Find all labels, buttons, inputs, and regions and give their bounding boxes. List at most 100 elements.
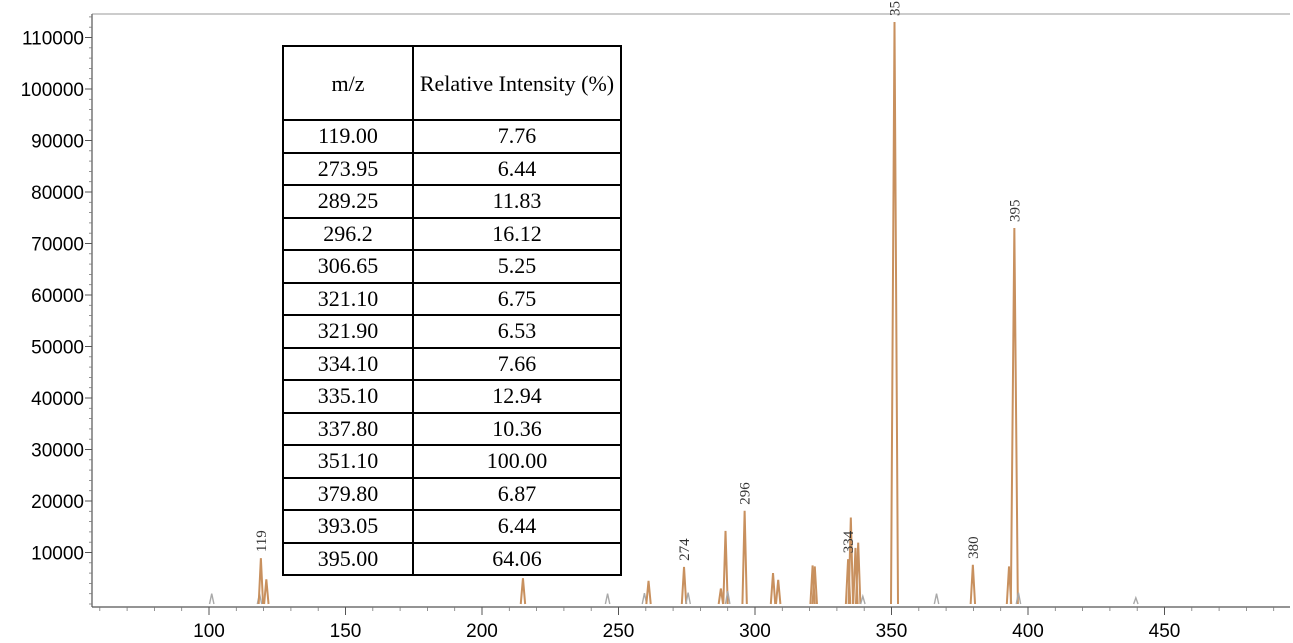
peak-label: 395 xyxy=(1007,200,1023,223)
x-tick-label: 300 xyxy=(739,621,771,642)
table-row: 335.10 12.94 xyxy=(282,379,622,414)
mz-cell: 337.80 xyxy=(282,411,414,446)
spectrum-peak xyxy=(1009,228,1019,605)
x-tick-label: 400 xyxy=(1012,621,1044,642)
intensity-cell: 64.06 xyxy=(412,541,622,576)
spectrum-peak xyxy=(769,573,777,605)
spectrum-peak xyxy=(519,578,527,605)
intensity-cell: 6.44 xyxy=(412,509,622,544)
table-row: 379.80 6.87 xyxy=(282,476,622,511)
peak-label: 380 xyxy=(966,536,982,559)
mz-cell: 306.65 xyxy=(282,249,414,284)
y-tick-label: 30000 xyxy=(31,441,84,462)
spectrum-peak xyxy=(775,579,782,605)
table-row: 296.2 16.12 xyxy=(282,216,622,251)
column-header-relative-intensity: Relative Intensity (%) xyxy=(412,45,622,121)
spectrum-peak xyxy=(263,579,270,605)
y-tick-label: 60000 xyxy=(31,286,84,307)
spectrum-peak xyxy=(604,593,611,605)
peak-label: 296 xyxy=(738,482,754,505)
mz-cell: 395.00 xyxy=(282,541,414,576)
mz-cell: 379.80 xyxy=(282,476,414,511)
mz-cell: 289.25 xyxy=(282,184,414,219)
y-tick-label: 40000 xyxy=(31,389,84,410)
table-row: 351.10 100.00 xyxy=(282,444,622,479)
peak-label: 119 xyxy=(254,530,270,552)
intensity-cell: 10.36 xyxy=(412,411,622,446)
mz-cell: 296.2 xyxy=(282,216,414,251)
mz-cell: 321.10 xyxy=(282,281,414,316)
y-tick-label: 50000 xyxy=(31,338,84,359)
x-tick-label: 150 xyxy=(330,621,362,642)
spectrum-peak xyxy=(854,542,862,605)
column-header-mz: m/z xyxy=(282,45,414,121)
table-row: 337.80 10.36 xyxy=(282,411,622,446)
spectrum-peak xyxy=(724,591,731,605)
y-tick-label: 20000 xyxy=(31,492,84,513)
peaks-layer xyxy=(208,22,1139,605)
table-row: 273.95 6.44 xyxy=(282,151,622,186)
intensity-cell: 6.87 xyxy=(412,476,622,511)
peak-labels-layer: 119 274 296 334 351 380 395 xyxy=(254,0,1023,561)
spectrum-peak xyxy=(680,566,688,605)
table-row: 289.25 11.83 xyxy=(282,184,622,219)
intensity-cell: 5.25 xyxy=(412,249,622,284)
mz-cell: 119.00 xyxy=(282,119,414,154)
table-row: 321.10 6.75 xyxy=(282,281,622,316)
spectrum-peak xyxy=(859,593,866,605)
x-tick-label: 450 xyxy=(1149,621,1181,642)
mz-cell: 321.90 xyxy=(282,314,414,349)
spectrum-peak xyxy=(208,593,215,605)
peak-label: 351 xyxy=(888,0,904,16)
spectrum-peak xyxy=(645,580,652,605)
x-tick-label: 200 xyxy=(466,621,498,642)
y-tick-label: 70000 xyxy=(31,235,84,256)
intensity-cell: 6.75 xyxy=(412,281,622,316)
intensity-table: m/z Relative Intensity (%) 119.00 7.76 273… xyxy=(282,45,622,576)
intensity-cell: 16.12 xyxy=(412,216,622,251)
y-tick-label: 100000 xyxy=(21,80,84,101)
mz-cell: 335.10 xyxy=(282,379,414,414)
x-tick-label: 350 xyxy=(876,621,908,642)
table-row: 334.10 7.66 xyxy=(282,346,622,381)
table-row: 321.90 6.53 xyxy=(282,314,622,349)
spectrum-peak xyxy=(933,593,940,605)
y-tick-label: 110000 xyxy=(22,29,84,50)
mz-cell: 273.95 xyxy=(282,151,414,186)
peak-label: 274 xyxy=(677,538,693,561)
y-tick-label: 80000 xyxy=(31,183,84,204)
table-row: 393.05 6.44 xyxy=(282,509,622,544)
intensity-cell: 6.53 xyxy=(412,314,622,349)
spectrum-peak xyxy=(1132,595,1139,605)
table-row: 119.00 7.76 xyxy=(282,119,622,154)
spectrum-peak xyxy=(811,566,818,605)
intensity-cell: 100.00 xyxy=(412,444,622,479)
spectrum-peak xyxy=(969,564,977,605)
x-tick-label: 250 xyxy=(603,621,635,642)
spectrum-peak xyxy=(257,558,265,605)
x-tick-label: 100 xyxy=(193,621,225,642)
y-tick-label: 10000 xyxy=(31,544,84,565)
intensity-cell: 11.83 xyxy=(412,184,622,219)
intensity-cell: 7.66 xyxy=(412,346,622,381)
table-row: 395.00 64.06 xyxy=(282,541,622,576)
spectrum-peak xyxy=(722,530,729,605)
mz-cell: 351.10 xyxy=(282,444,414,479)
intensity-cell: 6.44 xyxy=(412,151,622,186)
spectrum-peak xyxy=(1015,592,1022,605)
peak-label: 334 xyxy=(841,530,857,553)
table-row: 306.65 5.25 xyxy=(282,249,622,284)
intensity-cell: 7.76 xyxy=(412,119,622,154)
mz-cell: 393.05 xyxy=(282,509,414,544)
y-tick-label: 90000 xyxy=(31,132,84,153)
table-header-row: m/z Relative Intensity (%) xyxy=(282,45,622,121)
intensity-cell: 12.94 xyxy=(412,379,622,414)
axes-layer: 10000 20000 30000 40000 50000 60000 70000 80000… xyxy=(21,13,1290,642)
spectrum-peak xyxy=(890,22,900,605)
spectrum-peak xyxy=(717,588,725,605)
spectrum-peak xyxy=(741,510,748,605)
table-body: 119.00 7.76 273.95 6.44 289.25 11.83 296.2 16.1… xyxy=(282,119,622,576)
mz-cell: 334.10 xyxy=(282,346,414,381)
spectrum-peak xyxy=(685,592,692,605)
